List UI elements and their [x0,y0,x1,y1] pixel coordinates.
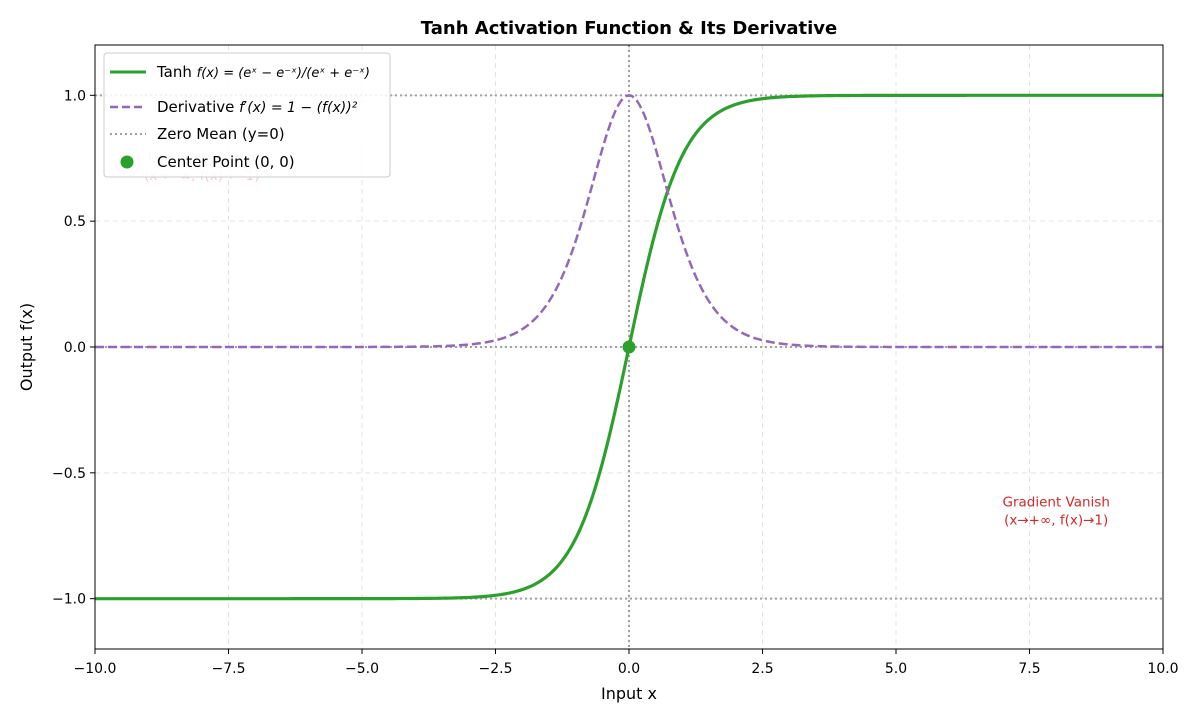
center-point-marker [622,340,636,354]
y-tick-label: −0.5 [52,466,86,482]
x-tick-label: 2.5 [751,661,773,677]
legend: Tanh f(x) = (eˣ − e⁻ˣ)/(eˣ + e⁻ˣ) Deriva… [103,52,391,178]
legend-tanh-name: Tanh [156,63,197,81]
legend-zero-mean-label: Zero Mean (y=0) [157,125,285,143]
x-tick-label: −10.0 [74,661,117,677]
legend-derivative-formula: f′(x) = 1 − (f(x))² [239,100,358,116]
x-tick-label: 5.0 [885,661,907,677]
y-tick-label: 0.5 [64,214,86,230]
y-tick-label: 0.0 [64,340,86,356]
legend-derivative-name: Derivative [157,98,239,116]
legend-tanh-label: Tanh f(x) = (eˣ − e⁻ˣ)/(eˣ + e⁻ˣ) [156,63,370,81]
x-tick-label: −7.5 [212,661,246,677]
x-tick-label: 0.0 [618,661,640,677]
legend-center-point-marker [120,155,134,169]
y-tick-label: −1.0 [52,592,86,608]
y-axis-ticks: −1.0 −0.5 0.0 0.5 1.0 [52,88,95,608]
x-axis-label: Input x [601,684,657,703]
y-axis-label: Output f(x) [17,303,36,391]
y-tick-label: 1.0 [64,88,86,104]
legend-derivative-label: Derivative f′(x) = 1 − (f(x))² [157,98,358,116]
series [95,93,1163,601]
chart-title: Tanh Activation Function & Its Derivativ… [421,18,837,39]
x-axis-ticks: −10.0 −7.5 −5.0 −2.5 0.0 2.5 5.0 7.5 10.0 [74,649,1179,677]
legend-box [103,52,391,178]
series-line-derivative [95,94,1163,349]
x-tick-label: 10.0 [1147,661,1178,677]
x-tick-label: −2.5 [479,661,513,677]
annotations: Gradient Vanish(x→−∞, f(x)→−1)Gradient V… [144,150,1110,529]
annotation-detail: (x→+∞, f(x)→1) [1004,513,1108,529]
x-tick-label: 7.5 [1018,661,1040,677]
legend-tanh-formula: f(x) = (eˣ − e⁻ˣ)/(eˣ + e⁻ˣ) [197,66,370,81]
annotation-title: Gradient Vanish [1002,495,1109,511]
legend-center-point-label: Center Point (0, 0) [157,153,295,171]
x-tick-label: −5.0 [345,661,379,677]
